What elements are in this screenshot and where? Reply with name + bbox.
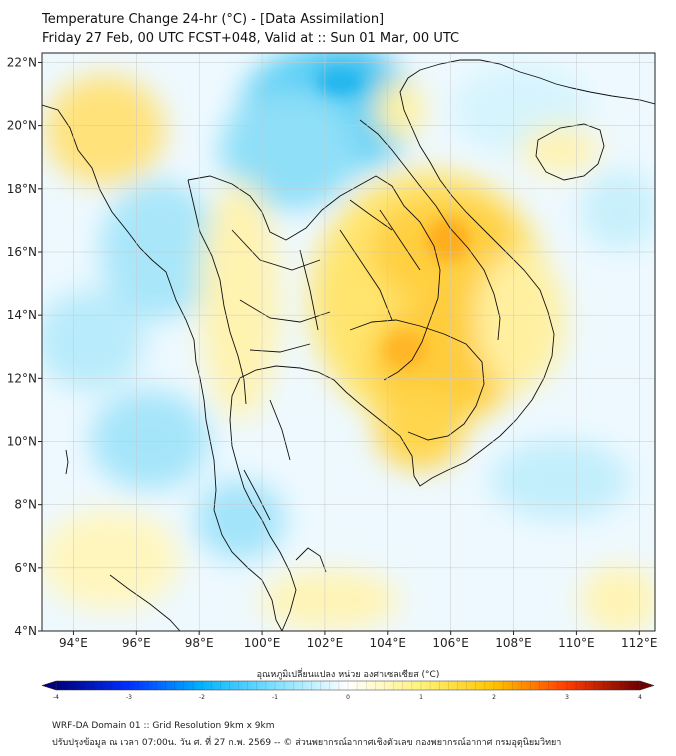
lat-tick-label: 12°N	[7, 371, 37, 385]
province-lines-a	[231, 229, 393, 353]
map-subtitle: Friday 27 Feb, 00 UTC FCST+048, Valid at…	[42, 31, 460, 46]
lon-tick-label: 100°E	[244, 636, 281, 650]
china-coast	[479, 59, 655, 105]
colorbar-label: 0	[346, 694, 350, 701]
colorbar-min-arrow	[41, 680, 57, 691]
lat-tick-label: 14°N	[7, 308, 37, 322]
lon-tick-label: 108°E	[495, 636, 532, 650]
lat-tick-label: 6°N	[14, 561, 37, 575]
lat-tick-label: 4°N	[14, 624, 37, 638]
thailand-border	[187, 175, 441, 381]
mainland-coast-east	[213, 509, 283, 631]
lon-tick-label: 110°E	[558, 636, 595, 650]
myanmar-coastline	[42, 104, 217, 511]
map-frame	[41, 52, 656, 632]
colorbar-label: -4	[53, 694, 59, 701]
temperature-field	[42, 53, 655, 631]
gulf-of-thailand-coast	[229, 59, 555, 631]
longitude-labels: 94°E 96°E 98°E 100°E 102°E 104°E 106°E 108°E 110…	[59, 631, 658, 650]
lon-tick-label: 98°E	[185, 636, 214, 650]
lon-tick-label: 102°E	[307, 636, 344, 650]
sumatra-coast	[109, 574, 181, 631]
colorbar-label: -1	[272, 694, 278, 701]
graticule	[42, 53, 655, 631]
province-lines-b	[243, 199, 421, 521]
colorbar-labels: -4 -3 -2 -1 0 1 2 3 4	[53, 694, 642, 701]
map-title: Temperature Change 24-hr (°C) - [Data As…	[42, 12, 385, 27]
cambodia-border	[349, 319, 485, 441]
lat-tick-label: 10°N	[7, 434, 37, 448]
colorbar-title: อุณหภูมิเปลี่ยนแปลง หน่วย องศาเซลเซียส (…	[257, 667, 440, 680]
colorbar	[41, 680, 655, 691]
lat-tick-label: 22°N	[7, 55, 37, 69]
andaman-islands	[65, 449, 69, 475]
colorbar-label: 1	[419, 694, 423, 701]
laos-vietnam-border	[359, 119, 501, 341]
update-credit: ปรับปรุงข้อมูล ณ เวลา 07:00น. วัน ศ. ที่…	[52, 738, 562, 748]
colorbar-label: 3	[565, 694, 569, 701]
lat-tick-label: 8°N	[14, 498, 37, 512]
lat-tick-label: 16°N	[7, 245, 37, 259]
lat-tick-label: 20°N	[7, 119, 37, 133]
hainan-island	[535, 123, 605, 181]
colorbar-label: -3	[126, 694, 132, 701]
lon-tick-label: 94°E	[59, 636, 88, 650]
colorbar-max-arrow	[639, 680, 655, 691]
myanmar-thailand-border	[187, 179, 247, 405]
lon-tick-label: 106°E	[432, 636, 469, 650]
colorbar-label: -2	[199, 694, 205, 701]
lon-tick-label: 112°E	[621, 636, 658, 650]
lat-tick-label: 18°N	[7, 182, 37, 196]
malay-east-coast	[295, 547, 327, 573]
colorbar-label: 4	[638, 694, 642, 701]
lon-tick-label: 104°E	[370, 636, 407, 650]
latitude-labels: 22°N 20°N 18°N 16°N 14°N 12°N 10°N 8°N 6°N 4°N	[7, 55, 42, 638]
colorbar-label: 2	[492, 694, 496, 701]
lon-tick-label: 96°E	[122, 636, 151, 650]
coastlines-and-borders	[42, 59, 655, 631]
model-info: WRF-DA Domain 01 :: Grid Resolution 9km …	[52, 721, 275, 731]
